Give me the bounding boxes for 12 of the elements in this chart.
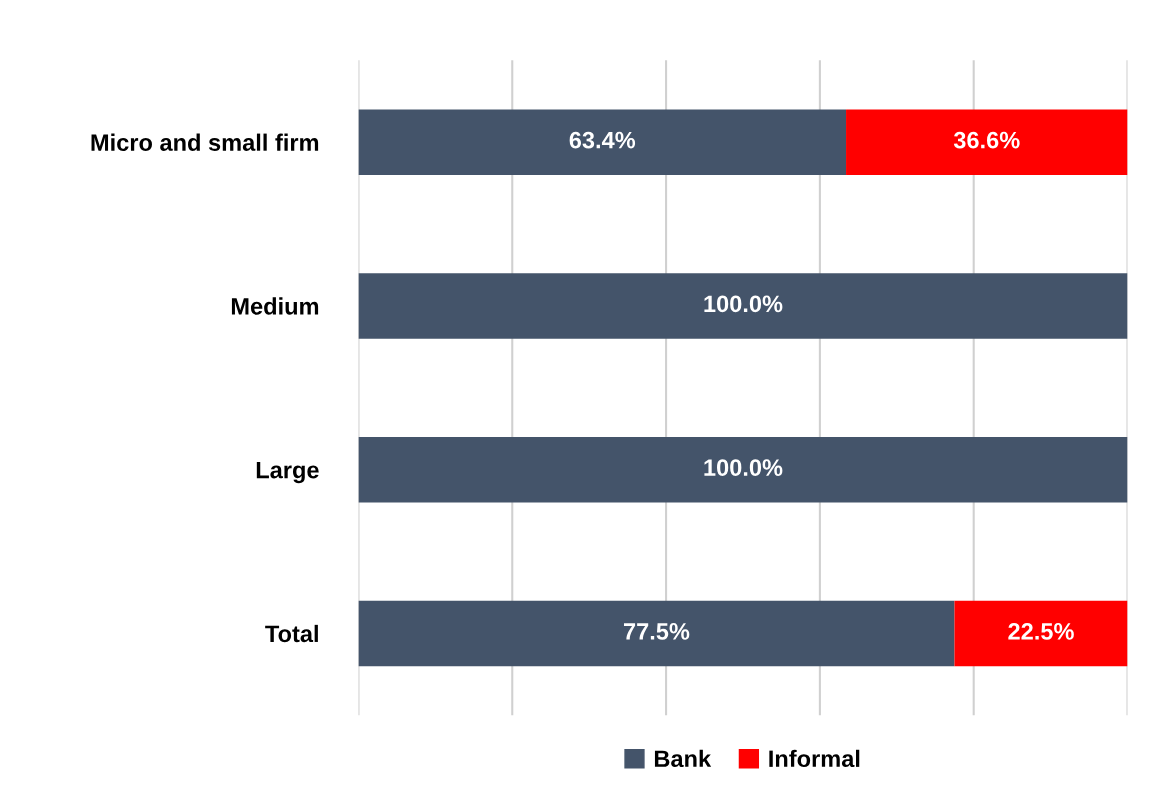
y-tick-label: Large	[256, 461, 319, 484]
y-tick-label: Micro and small firm	[91, 133, 319, 151]
data-label: 100.0%	[704, 295, 783, 313]
data-label: 100.0%	[704, 459, 783, 476]
legend-label: Bank	[654, 749, 712, 768]
data-label: 22.5%	[1008, 623, 1074, 640]
data-label: 63.4%	[569, 131, 636, 149]
y-tick-label: Total	[265, 624, 318, 643]
data-label: 36.6%	[953, 131, 1020, 149]
y-tick-label: Medium	[231, 297, 319, 315]
data-label: 77.5%	[624, 623, 690, 640]
legend-label: Informal	[769, 749, 860, 768]
